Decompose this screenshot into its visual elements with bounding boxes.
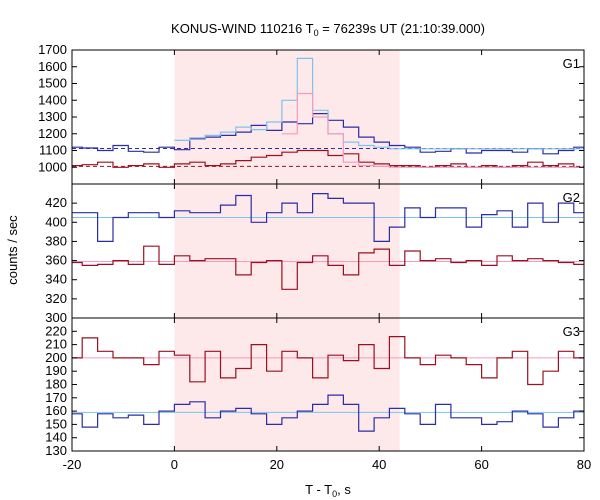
panel-label: G1 [563,56,580,71]
y-tick-label: 210 [45,337,67,352]
chart-title-suffix: = 76239s UT (21:10:39.000) [319,21,485,36]
y-tick-label: 1600 [38,59,67,74]
chart-title-subscript: 0 [314,28,319,38]
x-axis-label-prefix: T - T [305,482,332,497]
y-tick-label: 300 [45,310,67,325]
frame-layer [71,49,585,452]
y-tick-label: 1200 [38,126,67,141]
x-tick-label: 40 [372,457,386,472]
y-tick-label: 1500 [38,76,67,91]
panel-label: G3 [563,324,580,339]
chart-title-prefix: KONUS-WIND 110216 T [171,21,314,36]
series-line-red [72,245,584,290]
y-tick-label: 140 [45,430,67,445]
panel-g1 [72,57,584,168]
x-tick-label: 80 [577,457,591,472]
y-tick-label: 1300 [38,109,67,124]
y-tick-label: 170 [45,390,67,405]
series-line-red [72,336,584,386]
y-tick-label: 180 [45,377,67,392]
panel-g3 [72,336,584,432]
x-tick-label: 0 [171,457,178,472]
highlight-band [174,50,400,451]
y-tick-label: 160 [45,403,67,418]
x-tick-label: -20 [63,457,82,472]
y-tick-label: 400 [45,214,67,229]
data-layer [72,57,584,432]
chart-title: KONUS-WIND 110216 T0 = 76239s UT (21:10:… [171,21,485,38]
y-tick-label: 130 [45,443,67,458]
y-tick-label: 1000 [38,159,67,174]
y-tick-label: 1400 [38,92,67,107]
y-tick-label: 320 [45,291,67,306]
y-tick-label: 340 [45,272,67,287]
panel-label: G2 [563,190,580,205]
x-tick-label: 60 [474,457,488,472]
panel-g2 [72,193,584,290]
x-axis-label: T - T0, s [305,482,351,499]
y-tick-label: 1700 [38,42,67,57]
y-tick-label: 190 [45,363,67,378]
series-line-pink [281,92,584,168]
y-tick-label: 150 [45,416,67,431]
y-tick-label: 220 [45,323,67,338]
x-axis-label-suffix: , s [337,482,351,497]
x-tick-label: 20 [270,457,284,472]
background-layer [174,50,400,451]
y-axis-label: counts / sec [5,215,20,285]
series-line-lightblue [174,57,584,150]
text-layer: 10001100120013001400150016001700G1300320… [5,21,591,499]
x-axis-label-subscript: 0 [332,489,337,499]
series-line-blue [72,394,584,432]
y-tick-label: 1100 [39,143,67,158]
y-tick-label: 360 [45,253,67,268]
series-line-blue [72,193,584,242]
y-tick-label: 200 [45,350,67,365]
y-tick-label: 380 [45,233,67,248]
y-tick-label: 420 [45,195,67,210]
